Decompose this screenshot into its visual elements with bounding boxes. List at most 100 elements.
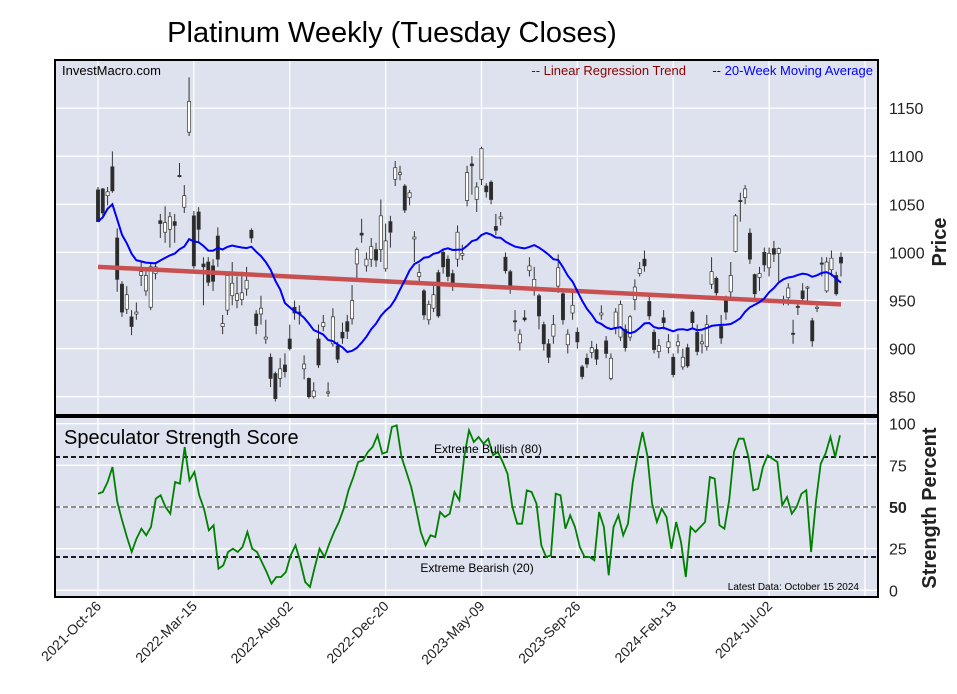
extreme-bullish-label: Extreme Bullish (80) xyxy=(434,442,542,456)
candle-down xyxy=(196,211,201,230)
candle-up xyxy=(239,292,244,300)
x-tick-label: 2023-Sep-26 xyxy=(515,598,584,667)
candle-down xyxy=(359,232,364,236)
candle-up xyxy=(776,248,781,254)
candle-up xyxy=(589,347,594,353)
price-axis: 850 900 950 1000 1050 1100 1150 xyxy=(889,101,925,407)
candle-up xyxy=(398,172,402,175)
candle-up xyxy=(139,271,144,276)
x-axis: 2021-Oct-26 2022-Mar-15 2022-Aug-02 2022-De… xyxy=(38,598,776,668)
price-tick-label: 1150 xyxy=(889,101,924,118)
candle-up xyxy=(479,148,484,180)
x-tick-label: 2022-Dec-20 xyxy=(323,598,392,667)
candle-up xyxy=(326,391,331,394)
watermark: InvestMacro.com xyxy=(62,63,161,78)
candle-down xyxy=(522,317,527,321)
candle-down xyxy=(445,258,450,277)
strength-panel-border xyxy=(54,416,879,598)
candle-up xyxy=(551,324,556,337)
candle-down xyxy=(273,373,278,399)
candle-up xyxy=(311,390,316,398)
strength-axis-label: Strength Percent xyxy=(919,427,941,588)
candle-up xyxy=(680,356,685,368)
candle-down xyxy=(254,313,259,326)
candle-down xyxy=(810,320,815,342)
candle-up xyxy=(230,282,235,297)
candle-up xyxy=(498,216,503,220)
candle-up xyxy=(167,216,172,230)
price-axis-label: Price xyxy=(929,218,951,267)
candle-down xyxy=(513,320,517,323)
candle-down xyxy=(345,321,350,332)
candle-down xyxy=(604,340,609,354)
candle-up xyxy=(321,322,326,327)
candle-up xyxy=(417,272,422,277)
candle-down xyxy=(110,166,115,192)
candle-up xyxy=(743,188,748,198)
candle-down xyxy=(388,221,393,233)
candle-up xyxy=(757,273,762,278)
candle-up xyxy=(426,304,431,321)
candle-up xyxy=(728,275,733,293)
x-tick-label: 2024-Feb-13 xyxy=(611,598,679,666)
candle-down xyxy=(791,332,796,335)
x-tick-label: 2022-Mar-15 xyxy=(132,598,200,666)
candle-up xyxy=(124,294,129,310)
candle-down xyxy=(795,305,800,308)
candle-up xyxy=(805,286,810,289)
candle-up xyxy=(532,278,537,288)
candle-down xyxy=(661,317,666,323)
candle-down xyxy=(249,229,254,239)
candle-up xyxy=(829,257,834,271)
candle-down xyxy=(335,345,340,360)
candle-down xyxy=(800,290,805,299)
candle-up xyxy=(628,316,633,338)
price-marks xyxy=(96,77,843,402)
candle-down xyxy=(316,338,321,366)
strength-tick-label: 25 xyxy=(889,542,907,559)
candle-up xyxy=(134,311,139,315)
candle-down xyxy=(584,357,589,365)
candle-up xyxy=(187,101,192,133)
candle-up xyxy=(378,215,383,250)
candle-up xyxy=(302,363,307,370)
extreme-bearish-label: Extreme Bearish (20) xyxy=(420,561,533,575)
candle-up xyxy=(278,368,283,379)
candle-down xyxy=(450,273,455,284)
candle-down xyxy=(306,378,311,398)
candle-up xyxy=(143,275,148,292)
x-tick-label: 2022-Aug-02 xyxy=(227,598,296,667)
candle-down xyxy=(537,295,541,317)
candle-down xyxy=(484,185,489,193)
candle-up xyxy=(148,266,153,308)
price-panel-border xyxy=(54,59,879,416)
candle-up xyxy=(383,240,388,270)
candle-down xyxy=(158,220,163,224)
candle-down xyxy=(546,343,551,358)
candle-up xyxy=(570,304,575,314)
price-tick-label: 950 xyxy=(889,294,916,311)
candle-down xyxy=(177,175,182,177)
candle-down xyxy=(493,226,498,231)
candle-up xyxy=(656,345,661,352)
legend-ma: -- 20-Week Moving Average xyxy=(712,63,873,78)
candle-up xyxy=(455,231,460,260)
candle-down xyxy=(580,366,585,377)
candle-down xyxy=(642,258,647,267)
candle-up xyxy=(704,324,709,348)
candle-up xyxy=(244,279,249,290)
candle-down xyxy=(120,283,124,313)
moving-average-line xyxy=(97,202,842,354)
candle-up xyxy=(815,306,819,309)
candle-down xyxy=(96,189,100,222)
candle-up xyxy=(700,341,704,345)
candle-up xyxy=(350,300,355,320)
x-tick-label: 2021-Oct-26 xyxy=(38,598,104,664)
candle-down xyxy=(115,237,120,280)
candle-down xyxy=(201,263,206,268)
candle-down xyxy=(695,331,700,352)
candle-up xyxy=(263,336,268,340)
x-tick-label: 2023-May-09 xyxy=(418,598,488,668)
price-tick-label: 1000 xyxy=(889,245,925,262)
strength-title: Speculator Strength Score xyxy=(64,427,299,449)
